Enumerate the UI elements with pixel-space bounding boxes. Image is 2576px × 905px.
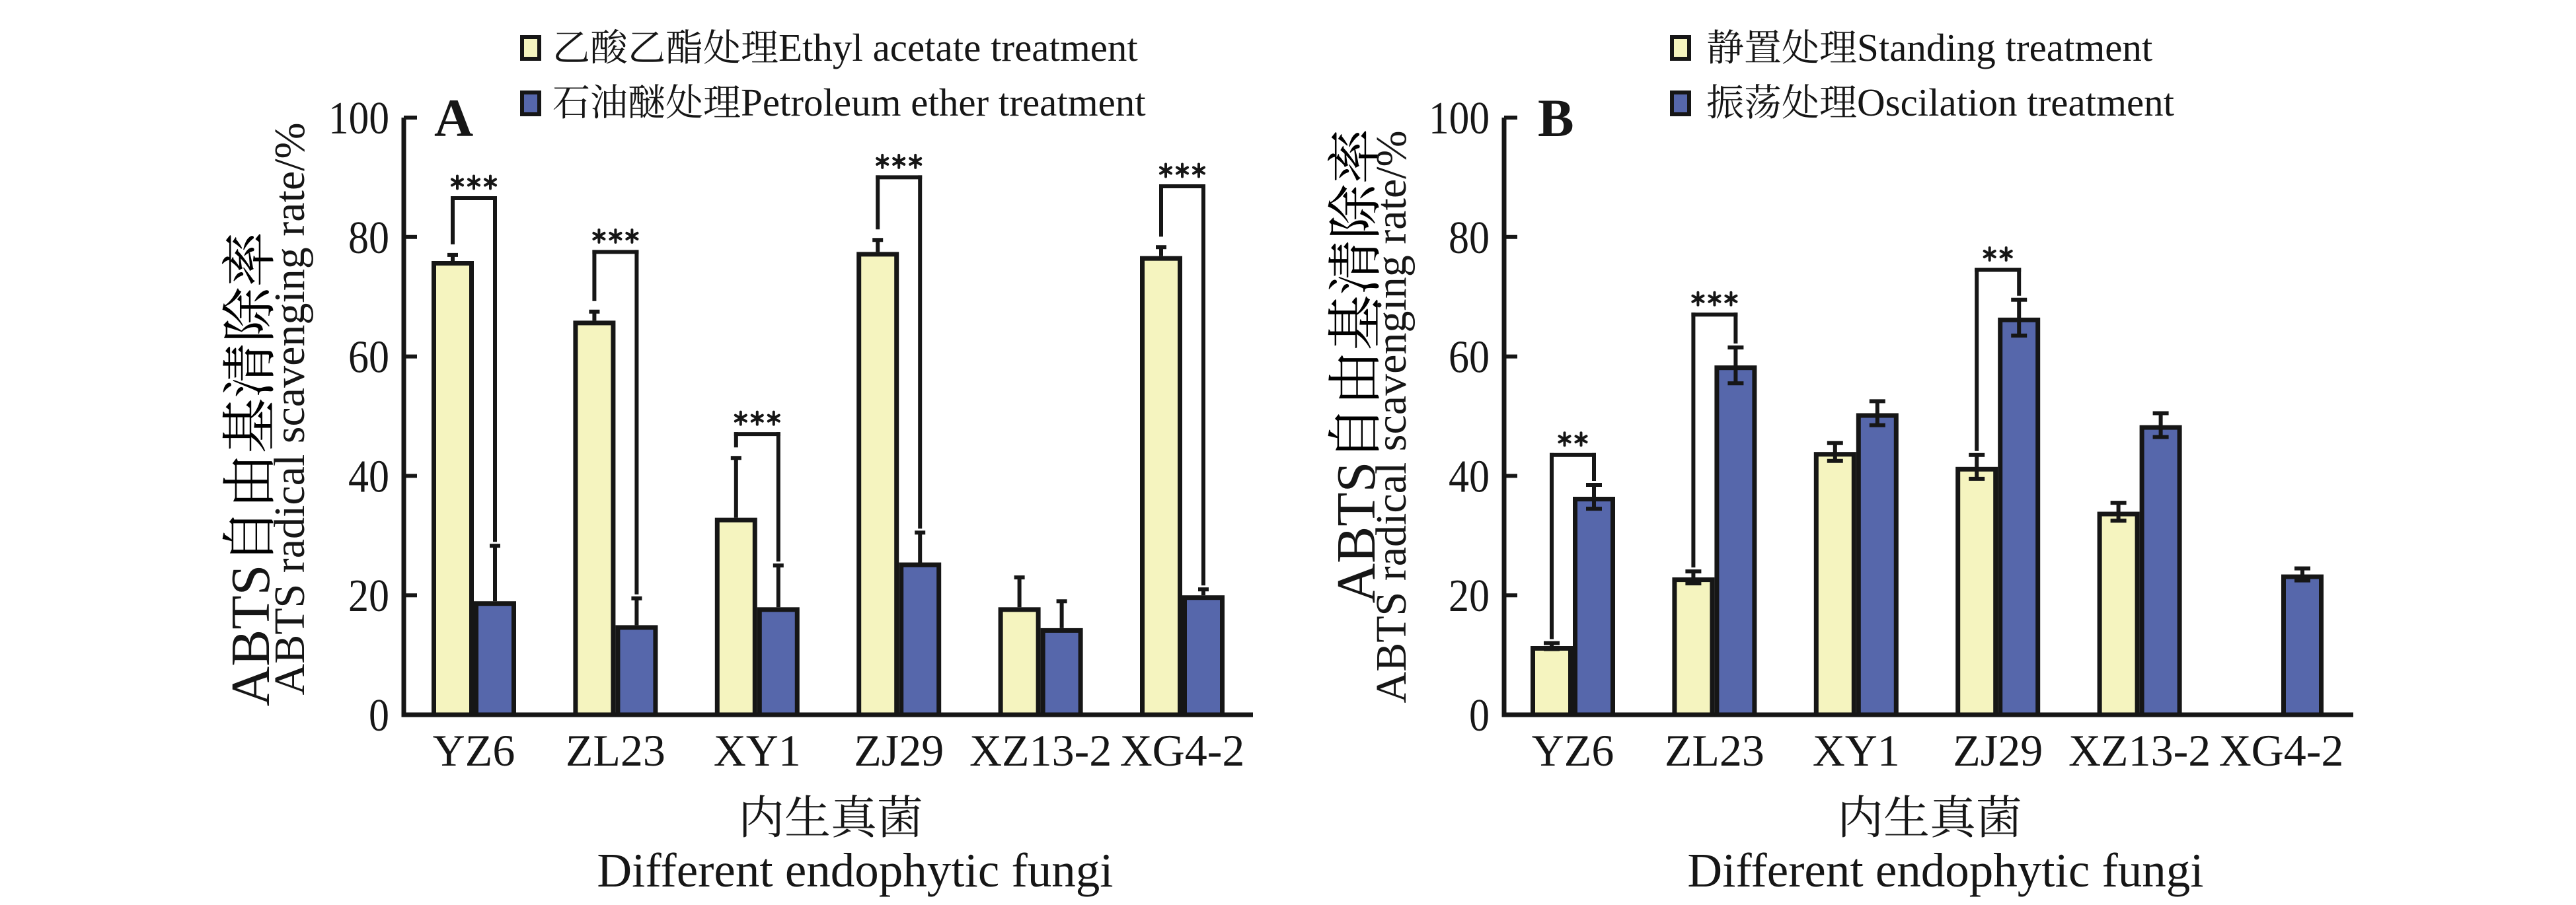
svg-text:80: 80 <box>348 213 389 264</box>
svg-text:20: 20 <box>1449 571 1490 622</box>
svg-text:100: 100 <box>328 93 389 144</box>
svg-text:ABTS: ABTS <box>220 565 282 707</box>
svg-text:Oscilation treatment: Oscilation treatment <box>1857 81 2175 124</box>
svg-text:ZJ29: ZJ29 <box>1953 725 2043 776</box>
svg-text:ABTS radical scavenging rate/%: ABTS radical scavenging rate/% <box>266 123 314 696</box>
svg-text:XZ13-2: XZ13-2 <box>2068 725 2211 776</box>
svg-text:ABTS radical scavenging rate/%: ABTS radical scavenging rate/% <box>1367 131 1416 704</box>
svg-text:XG4-2: XG4-2 <box>2219 725 2344 776</box>
svg-text:40: 40 <box>1449 451 1490 502</box>
svg-text:40: 40 <box>348 451 389 502</box>
svg-text:ZJ29: ZJ29 <box>854 725 944 776</box>
svg-text:Petroleum ether treatment: Petroleum ether treatment <box>741 81 1146 124</box>
svg-text:XZ13-2: XZ13-2 <box>969 725 1112 776</box>
svg-text:20: 20 <box>348 571 389 622</box>
svg-text:ZL23: ZL23 <box>1665 725 1764 776</box>
svg-text:Different endophytic fungi: Different endophytic fungi <box>597 844 1113 897</box>
svg-text:XY1: XY1 <box>714 725 801 776</box>
svg-text:A: A <box>434 88 473 148</box>
svg-text:Different endophytic fungi: Different endophytic fungi <box>1687 844 2203 897</box>
svg-text:0: 0 <box>1469 690 1490 741</box>
svg-text:ABTS: ABTS <box>1326 462 1387 604</box>
svg-text:Ethyl acetate treatment: Ethyl acetate treatment <box>778 26 1138 69</box>
svg-text:YZ6: YZ6 <box>1532 725 1614 776</box>
svg-text:100: 100 <box>1429 93 1490 144</box>
svg-text:YZ6: YZ6 <box>433 725 515 776</box>
svg-text:80: 80 <box>1449 213 1490 264</box>
svg-text:XG4-2: XG4-2 <box>1120 725 1245 776</box>
svg-text:60: 60 <box>348 332 389 383</box>
svg-text:0: 0 <box>369 690 389 741</box>
svg-text:B: B <box>1538 88 1574 148</box>
svg-text:XY1: XY1 <box>1813 725 1900 776</box>
svg-text:ZL23: ZL23 <box>566 725 665 776</box>
svg-text:60: 60 <box>1449 332 1490 383</box>
svg-text:Standing treatment: Standing treatment <box>1857 26 2153 69</box>
